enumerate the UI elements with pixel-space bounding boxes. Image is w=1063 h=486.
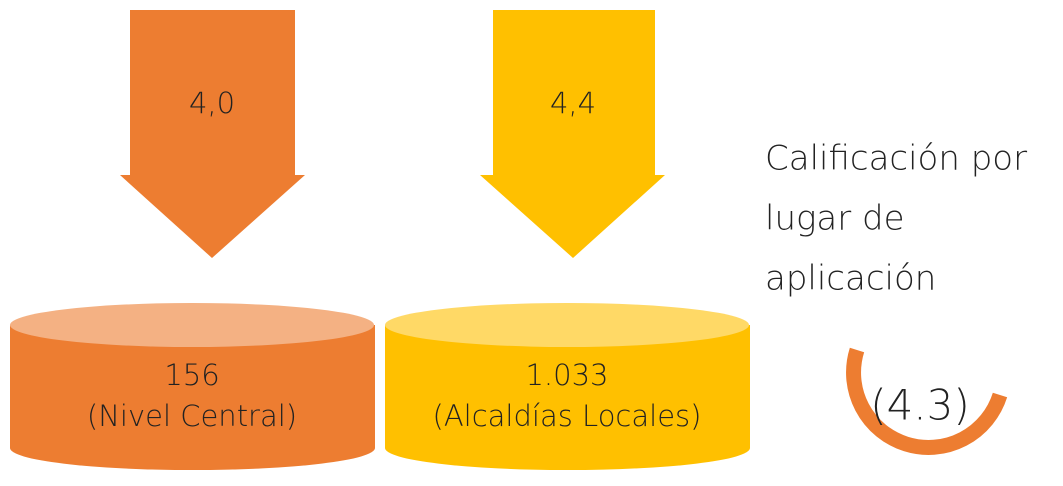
place: (Alcaldías Locales) [433,399,702,433]
title-line: lugar de [765,199,905,239]
cylinder-top [10,303,374,347]
rating: 4,0 [189,86,235,120]
cylinder [385,325,750,471]
place: (Nivel Central) [87,399,297,433]
count: 156 [164,358,219,392]
count: 1.033 [525,358,608,392]
score-ring [846,347,1008,455]
arrow [480,10,665,258]
score: (4.3) [870,381,970,430]
title-line: aplicación [765,259,936,299]
cylinder-top [385,303,749,347]
arrow [120,10,305,258]
title-line: Calificación por [765,139,1027,179]
rating: 4,4 [550,86,596,120]
cylinder [10,325,375,471]
